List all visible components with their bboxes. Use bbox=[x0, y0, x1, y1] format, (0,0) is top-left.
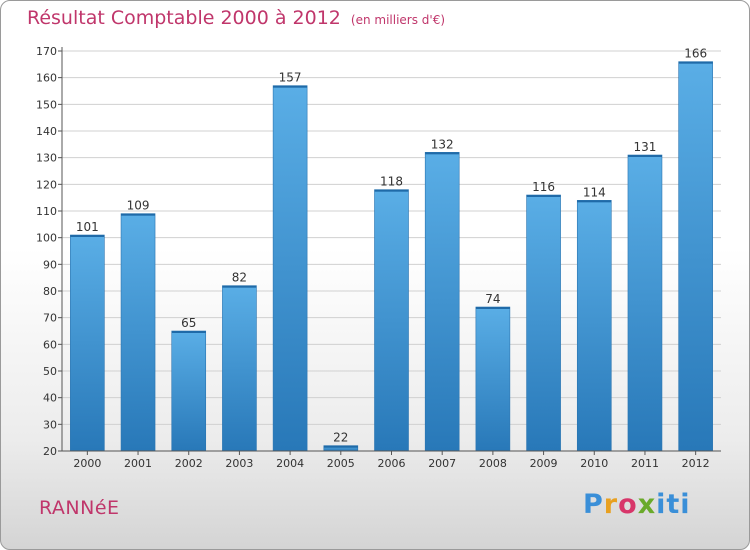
y-tick-label: 40 bbox=[43, 392, 57, 405]
bar-2001 bbox=[120, 213, 156, 452]
data-label-2006: 118 bbox=[380, 175, 403, 189]
data-label-2011: 131 bbox=[634, 140, 657, 154]
y-axis-ticks: 20 30 40 50 60 70 80 90 100 110 120 130 140 150 160 170 bbox=[36, 45, 62, 458]
data-label-2009: 116 bbox=[532, 180, 555, 194]
x-tick-label-2010: 2010 bbox=[580, 457, 608, 470]
x-tick-label-2012: 2012 bbox=[682, 457, 710, 470]
x-tick-label-2001: 2001 bbox=[124, 457, 152, 470]
bars bbox=[70, 61, 713, 452]
y-tick-label: 30 bbox=[43, 418, 57, 431]
bar-2008 bbox=[475, 306, 511, 452]
bar-2011 bbox=[627, 154, 663, 452]
bar-top-edge bbox=[425, 152, 460, 155]
data-label-2003: 82 bbox=[232, 271, 247, 285]
y-tick-label: 120 bbox=[36, 178, 57, 191]
data-label-2010: 114 bbox=[583, 185, 606, 199]
bar-2004 bbox=[272, 85, 308, 452]
bar-top-edge bbox=[475, 307, 510, 309]
data-label-2008: 74 bbox=[485, 292, 500, 306]
data-label-2002: 65 bbox=[181, 316, 196, 330]
y-tick-label: 140 bbox=[36, 125, 57, 138]
bar-2000 bbox=[70, 234, 105, 452]
title-row: Résultat Comptable 2000 à 2012 (en millie… bbox=[27, 7, 445, 29]
bar-2009 bbox=[526, 194, 561, 452]
bar-top-edge bbox=[374, 189, 409, 192]
bar-top-edge bbox=[526, 195, 561, 197]
bar-top-edge bbox=[577, 200, 612, 203]
proxiti-logo: Proxiti bbox=[583, 489, 691, 520]
data-label-2012: 166 bbox=[684, 47, 707, 61]
axes bbox=[61, 47, 721, 452]
x-tick-label-2004: 2004 bbox=[276, 457, 304, 470]
x-tick-label-2003: 2003 bbox=[225, 457, 253, 470]
bar-2002 bbox=[171, 330, 207, 452]
data-labels: 101 109 65 82 157 22 118 132 74 116 114 131 166 bbox=[76, 47, 707, 445]
x-tick-label-2002: 2002 bbox=[175, 457, 203, 470]
y-tick-label: 100 bbox=[36, 232, 57, 245]
bar-top-edge bbox=[121, 213, 156, 216]
y-tick-label: 50 bbox=[43, 365, 57, 378]
y-tick-label: 160 bbox=[36, 72, 57, 85]
chart-title: Résultat Comptable 2000 à 2012 bbox=[27, 7, 341, 29]
x-tick-label-2008: 2008 bbox=[479, 457, 507, 470]
y-tick-label: 60 bbox=[43, 338, 57, 351]
chart-unit: (en milliers d'€) bbox=[350, 13, 446, 27]
bar-2012 bbox=[678, 61, 713, 452]
x-tick-label-2007: 2007 bbox=[428, 457, 456, 470]
y-tick-label: 20 bbox=[43, 445, 57, 458]
commune-name: RANNéE bbox=[39, 497, 120, 519]
bar-top-edge bbox=[222, 285, 257, 288]
bar-top-edge bbox=[323, 445, 358, 448]
y-tick-label: 80 bbox=[43, 285, 57, 298]
x-axis-ticks: 2000 2001 2002 2003 2004 2005 2006 2007 2008 2009… bbox=[73, 451, 710, 470]
y-tick-label: 130 bbox=[36, 152, 57, 165]
x-tick-label-2005: 2005 bbox=[327, 457, 355, 470]
y-tick-label: 150 bbox=[36, 98, 57, 111]
y-tick-label: 70 bbox=[43, 312, 57, 325]
y-tick-label: 170 bbox=[36, 45, 57, 58]
bar-2003 bbox=[222, 285, 257, 452]
y-tick-label: 110 bbox=[36, 205, 57, 218]
data-label-2001: 109 bbox=[127, 199, 150, 213]
data-label-2005: 22 bbox=[333, 431, 348, 445]
bar-2007 bbox=[424, 152, 460, 452]
bar-top-edge bbox=[70, 235, 105, 237]
data-label-2004: 157 bbox=[279, 71, 302, 85]
bar-2010 bbox=[576, 200, 612, 452]
x-tick-label-2009: 2009 bbox=[530, 457, 558, 470]
x-tick-label-2011: 2011 bbox=[631, 457, 659, 470]
bar-top-edge bbox=[171, 331, 206, 333]
data-label-2000: 101 bbox=[76, 220, 99, 234]
bar-top-edge bbox=[627, 155, 662, 157]
data-label-2007: 132 bbox=[431, 137, 454, 151]
y-tick-label: 90 bbox=[43, 258, 57, 271]
x-tick-label-2006: 2006 bbox=[378, 457, 406, 470]
bar-2006 bbox=[374, 189, 409, 452]
x-tick-label-2000: 2000 bbox=[73, 457, 101, 470]
bar-top-edge bbox=[678, 61, 713, 64]
bar-top-edge bbox=[273, 85, 308, 88]
